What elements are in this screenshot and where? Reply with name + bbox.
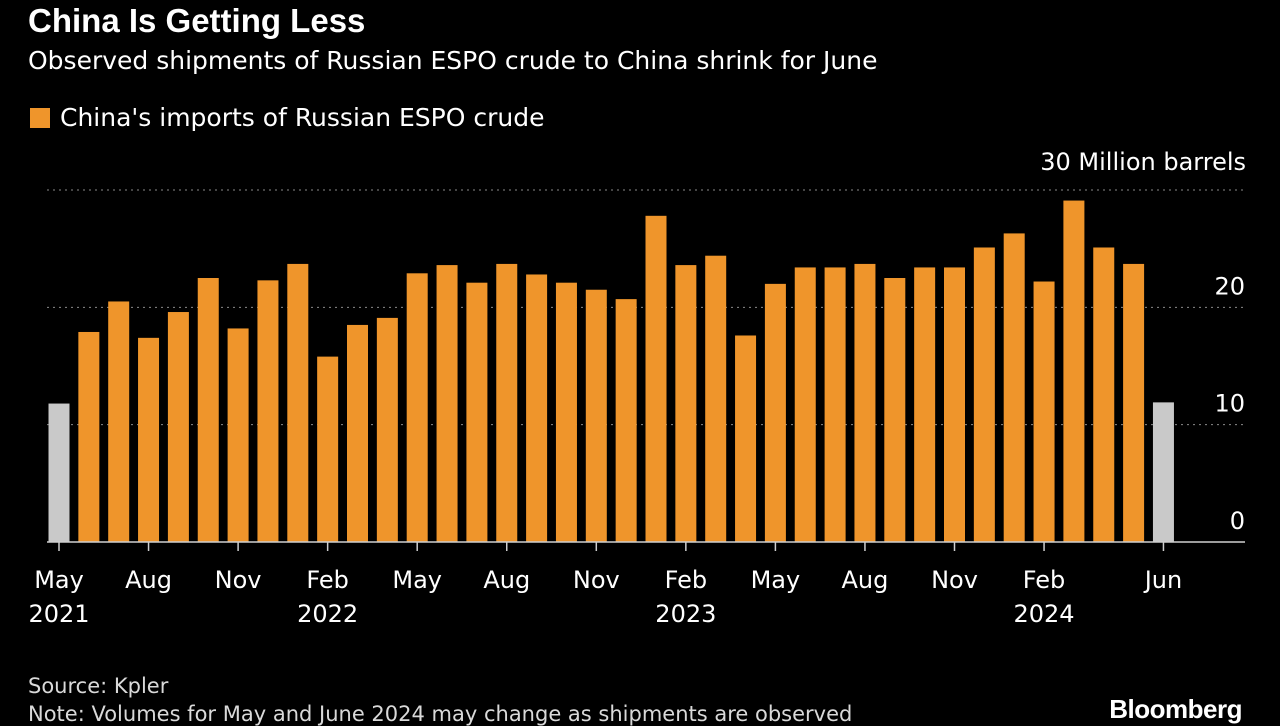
bar-31: [973, 247, 995, 542]
x-tick-label-30: Nov: [931, 566, 978, 594]
x-tick-year-9: 2022: [297, 600, 358, 628]
bar-10: [347, 324, 368, 542]
y-tick-label-20: 20: [1214, 272, 1245, 300]
legend: China's imports of Russian ESPO crude: [30, 103, 545, 132]
bar-20: [645, 215, 667, 542]
bar-25: [794, 267, 816, 542]
bar-23: [735, 335, 757, 542]
bar-35: [1093, 247, 1115, 542]
chart-subtitle: Observed shipments of Russian ESPO crude…: [28, 46, 878, 75]
bar-8: [287, 263, 309, 542]
x-tick-label-0: May: [34, 566, 84, 594]
bar-5: [197, 278, 219, 542]
bar-30: [944, 267, 965, 542]
bar-26: [824, 267, 846, 542]
bar-0: [48, 403, 70, 542]
bar-6: [227, 328, 249, 542]
bloomberg-logo: Bloomberg: [1109, 694, 1242, 724]
bar-18: [585, 289, 607, 542]
bar-2: [108, 301, 130, 542]
bar-34: [1063, 200, 1085, 542]
bar-21: [675, 265, 697, 542]
bar-29: [914, 267, 936, 542]
x-tick-label-37: Jun: [1143, 566, 1183, 594]
x-tick-label-24: May: [751, 566, 801, 594]
x-tick-label-12: May: [392, 566, 442, 594]
legend-swatch: [30, 107, 50, 128]
y-axis-unit-label: 30 Million barrels: [1040, 148, 1246, 176]
bar-32: [1003, 233, 1025, 542]
bar-24: [764, 283, 786, 542]
x-tick-label-15: Aug: [483, 566, 530, 594]
x-tick-label-18: Nov: [573, 566, 620, 594]
bar-15: [496, 263, 518, 542]
x-tick-label-21: Feb: [665, 566, 708, 594]
bar-3: [138, 337, 160, 542]
bar-13: [436, 265, 458, 542]
bar-11: [376, 317, 398, 542]
y-tick-label-10: 10: [1214, 390, 1245, 418]
x-tick-label-6: Nov: [215, 566, 262, 594]
x-tick-label-9: Feb: [306, 566, 349, 594]
x-tick-label-3: Aug: [125, 566, 172, 594]
note-text: Note: Volumes for May and June 2024 may …: [28, 702, 853, 726]
y-tick-label-0: 0: [1230, 507, 1245, 535]
chart-title: China Is Getting Less: [28, 2, 366, 39]
bar-36: [1123, 263, 1145, 542]
bar-chart: 0 10 20 May 2021 Aug Nov Feb 2022 May Aug Nov Feb 202…: [28, 189, 1245, 628]
bar-27: [854, 263, 876, 542]
bar-9: [317, 356, 339, 542]
bar-14: [466, 282, 488, 542]
bar-19: [615, 299, 637, 542]
x-tick-year-0: 2021: [28, 600, 89, 628]
bar-4: [167, 312, 189, 542]
x-tick-label-33: Feb: [1023, 566, 1066, 594]
bar-33: [1033, 281, 1055, 542]
bar-17: [555, 282, 577, 542]
bar-7: [257, 280, 279, 542]
source-text: Source: Kpler: [28, 674, 169, 698]
bar-22: [705, 255, 727, 542]
x-tick-year-33: 2024: [1014, 600, 1075, 628]
x-tick-year-21: 2023: [655, 600, 716, 628]
bar-37: [1152, 402, 1174, 542]
bar-1: [78, 331, 100, 542]
bar-16: [526, 274, 548, 542]
bar-12: [406, 273, 428, 542]
x-tick-label-27: Aug: [842, 566, 889, 594]
legend-label: China's imports of Russian ESPO crude: [60, 103, 545, 132]
bar-28: [884, 278, 906, 542]
